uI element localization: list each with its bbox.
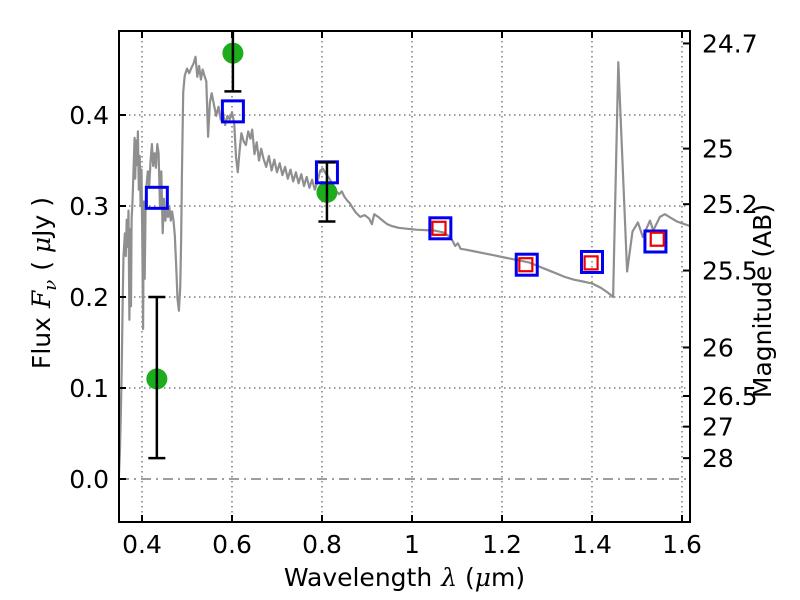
model-point-blue-square — [144, 185, 169, 210]
y-right-tick-label: 25 — [702, 135, 734, 164]
flux-symbol: F — [27, 290, 56, 309]
tick-marks — [119, 31, 690, 522]
y-right-tick-label: 26 — [702, 333, 734, 362]
x-tick-label: 0.4 — [122, 530, 162, 559]
model-point-blue-square — [579, 249, 604, 274]
y-right-text: Magnitude (AB) — [748, 203, 777, 399]
nu-subscript: ν — [40, 279, 61, 291]
y-left-tick-label: 0.2 — [69, 283, 109, 312]
tick-labels: 0.4 0.6 0.8 1 1.2 1.4 1.6 0.0 0.1 0.2 0.3 0.4 24.7 25… — [69, 29, 757, 559]
data-layer — [119, 31, 690, 476]
x-unit-close: m) — [491, 563, 526, 592]
mu-symbol: μ — [474, 563, 492, 592]
lambda-symbol: λ — [441, 563, 458, 592]
x-tick-label: 0.8 — [302, 530, 342, 559]
template-spectrum-line — [119, 55, 690, 476]
y-axis-label-right: Magnitude (AB) — [748, 151, 778, 451]
y-right-tick-label: 28 — [702, 444, 734, 473]
plot-frame — [118, 30, 691, 523]
model-point-blue-square — [428, 216, 453, 241]
y-left-unit-open: ( — [27, 253, 56, 271]
model-point-red-square — [583, 255, 599, 271]
x-tick-label: 1.4 — [572, 530, 612, 559]
y-right-tick-label: 24.7 — [702, 29, 758, 58]
y-left-prefix: Flux — [27, 317, 56, 370]
y-left-tick-label: 0.3 — [69, 192, 109, 221]
error-bars — [148, 31, 336, 460]
y-right-tick-label: 27 — [702, 413, 734, 442]
model-point-red-square — [431, 220, 447, 236]
y-axis-label-left: Flux Fν ( μJy ) — [27, 133, 61, 433]
x-tick-label: 1.2 — [482, 530, 522, 559]
y-right-tick-label: 25.2 — [702, 190, 758, 219]
x-unit-open: ( — [465, 563, 475, 592]
x-tick-label: 0.6 — [212, 530, 252, 559]
y-left-tick-label: 0.0 — [69, 465, 109, 494]
y-left-tick-label: 0.1 — [69, 374, 109, 403]
y-left-unit-close: Jy ) — [27, 196, 56, 237]
model-point-red-square — [649, 231, 665, 247]
model-point-red-square — [518, 257, 534, 273]
gridlines — [119, 31, 690, 522]
x-tick-label: 1 — [404, 530, 420, 559]
y-right-tick-label: 26.5 — [702, 382, 758, 411]
mu-symbol: μ — [27, 236, 56, 254]
x-tick-label: 1.6 — [662, 530, 702, 559]
y-left-tick-label: 0.4 — [69, 101, 109, 130]
model-point-blue-square — [514, 252, 539, 277]
x-label-prefix: Wavelength — [283, 563, 433, 592]
model-point-blue-square — [643, 229, 668, 254]
x-axis-label: Wavelength λ (μm) — [119, 563, 690, 592]
y-right-tick-label: 25.5 — [702, 257, 758, 286]
model-point-blue-square — [220, 99, 245, 124]
